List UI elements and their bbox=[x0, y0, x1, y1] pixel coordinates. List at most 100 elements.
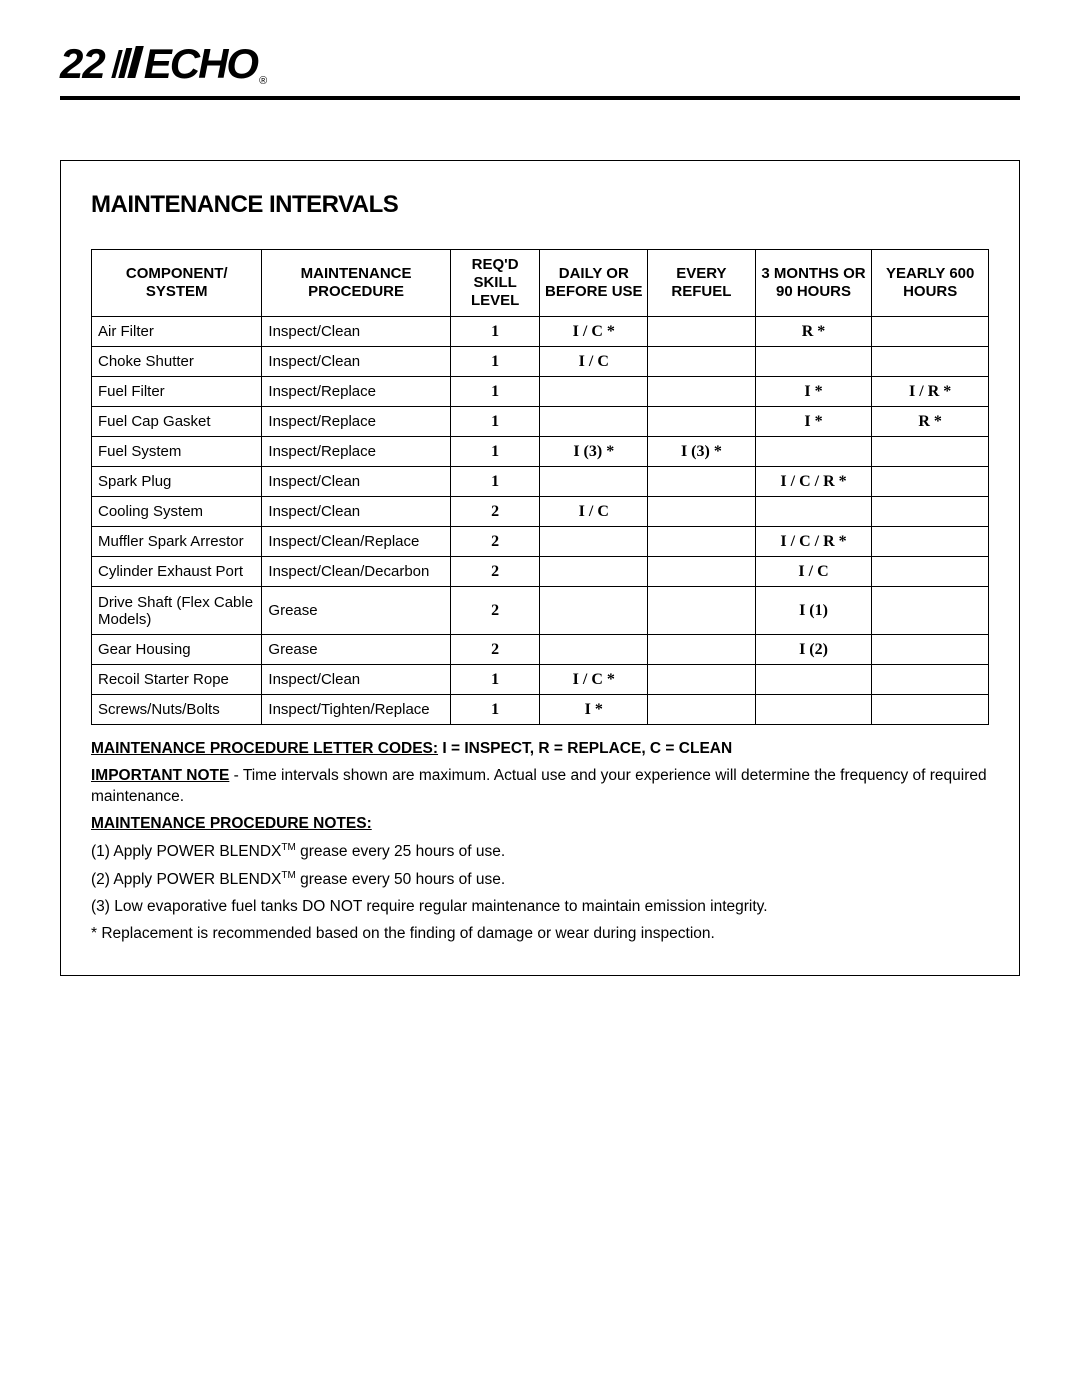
table-row: Screws/Nuts/BoltsInspect/Tighten/Replace… bbox=[92, 695, 989, 725]
td-three-months bbox=[755, 437, 872, 467]
note-3: (3) Low evaporative fuel tanks DO NOT re… bbox=[91, 897, 989, 918]
table-row: Fuel SystemInspect/Replace1I (3) *I (3) … bbox=[92, 437, 989, 467]
td-three-months bbox=[755, 347, 872, 377]
codes-line: MAINTENANCE PROCEDURE LETTER CODES: I = … bbox=[91, 739, 989, 760]
echo-logo: ECHO ® bbox=[115, 40, 265, 88]
td-refuel bbox=[648, 695, 756, 725]
td-procedure: Inspect/Clean bbox=[262, 665, 450, 695]
td-daily bbox=[540, 527, 648, 557]
td-component: Choke Shutter bbox=[92, 347, 262, 377]
td-skill: 1 bbox=[450, 467, 540, 497]
table-row: Drive Shaft (Flex Cable Models)Grease2I … bbox=[92, 587, 989, 635]
td-three-months bbox=[755, 497, 872, 527]
td-yearly bbox=[872, 635, 989, 665]
td-three-months: I / C / R * bbox=[755, 527, 872, 557]
important-note: IMPORTANT NOTE - Time intervals shown ar… bbox=[91, 766, 989, 808]
td-daily bbox=[540, 557, 648, 587]
td-daily bbox=[540, 467, 648, 497]
table-row: Spark PlugInspect/Clean1I / C / R * bbox=[92, 467, 989, 497]
td-daily: I * bbox=[540, 695, 648, 725]
td-skill: 1 bbox=[450, 695, 540, 725]
td-component: Cooling System bbox=[92, 497, 262, 527]
td-procedure: Inspect/Clean bbox=[262, 317, 450, 347]
td-procedure: Inspect/Clean bbox=[262, 347, 450, 377]
td-yearly bbox=[872, 557, 989, 587]
logo-bars-icon bbox=[108, 40, 148, 88]
header-divider bbox=[60, 96, 1020, 100]
note-1: (1) Apply POWER BLENDXTM grease every 25… bbox=[91, 841, 989, 863]
note-1b: grease every 25 hours of use. bbox=[296, 843, 505, 860]
td-component: Fuel Cap Gasket bbox=[92, 407, 262, 437]
td-refuel bbox=[648, 407, 756, 437]
content-box: MAINTENANCE INTERVALS COMPONENT/ SYSTEM … bbox=[60, 160, 1020, 976]
table-row: Gear HousingGrease2I (2) bbox=[92, 635, 989, 665]
td-daily: I / C bbox=[540, 497, 648, 527]
note-2b: grease every 50 hours of use. bbox=[296, 871, 505, 888]
td-skill: 1 bbox=[450, 437, 540, 467]
td-refuel bbox=[648, 317, 756, 347]
note-1-sup: TM bbox=[281, 842, 295, 853]
logo-registered: ® bbox=[259, 75, 265, 87]
proc-notes-label: MAINTENANCE PROCEDURE NOTES: bbox=[91, 815, 372, 832]
td-yearly bbox=[872, 347, 989, 377]
td-yearly bbox=[872, 467, 989, 497]
td-component: Cylinder Exhaust Port bbox=[92, 557, 262, 587]
td-three-months: I * bbox=[755, 377, 872, 407]
td-procedure: Inspect/Replace bbox=[262, 407, 450, 437]
td-skill: 1 bbox=[450, 347, 540, 377]
table-row: Choke ShutterInspect/Clean1I / C bbox=[92, 347, 989, 377]
table-row: Recoil Starter RopeInspect/Clean1I / C * bbox=[92, 665, 989, 695]
td-three-months: I (2) bbox=[755, 635, 872, 665]
td-procedure: Grease bbox=[262, 635, 450, 665]
td-yearly bbox=[872, 695, 989, 725]
td-refuel: I (3) * bbox=[648, 437, 756, 467]
td-three-months: I / C bbox=[755, 557, 872, 587]
td-component: Fuel System bbox=[92, 437, 262, 467]
th-skill: REQ'D SKILL LEVEL bbox=[450, 250, 540, 317]
td-three-months: R * bbox=[755, 317, 872, 347]
important-label: IMPORTANT NOTE bbox=[91, 767, 229, 784]
table-header-row: COMPONENT/ SYSTEM MAINTENANCE PROCEDURE … bbox=[92, 250, 989, 317]
td-daily: I / C bbox=[540, 347, 648, 377]
td-component: Fuel Filter bbox=[92, 377, 262, 407]
td-yearly bbox=[872, 437, 989, 467]
td-component: Recoil Starter Rope bbox=[92, 665, 262, 695]
td-daily bbox=[540, 635, 648, 665]
td-procedure: Inspect/Clean/Replace bbox=[262, 527, 450, 557]
td-refuel bbox=[648, 347, 756, 377]
td-skill: 2 bbox=[450, 497, 540, 527]
table-body: Air FilterInspect/Clean1I / C *R *Choke … bbox=[92, 317, 989, 725]
td-refuel bbox=[648, 587, 756, 635]
th-refuel: EVERY REFUEL bbox=[648, 250, 756, 317]
td-refuel bbox=[648, 497, 756, 527]
td-skill: 2 bbox=[450, 557, 540, 587]
td-skill: 2 bbox=[450, 587, 540, 635]
td-daily bbox=[540, 377, 648, 407]
td-component: Spark Plug bbox=[92, 467, 262, 497]
note-2-sup: TM bbox=[281, 870, 295, 881]
page-number: 22 bbox=[60, 40, 105, 88]
table-row: Fuel FilterInspect/Replace1I *I / R * bbox=[92, 377, 989, 407]
td-refuel bbox=[648, 557, 756, 587]
td-three-months bbox=[755, 665, 872, 695]
td-component: Drive Shaft (Flex Cable Models) bbox=[92, 587, 262, 635]
page-header: 22 ECHO ® bbox=[60, 40, 1020, 88]
table-row: Muffler Spark ArrestorInspect/Clean/Repl… bbox=[92, 527, 989, 557]
td-procedure: Inspect/Clean bbox=[262, 467, 450, 497]
td-daily: I (3) * bbox=[540, 437, 648, 467]
td-refuel bbox=[648, 635, 756, 665]
codes-label: MAINTENANCE PROCEDURE LETTER CODES: bbox=[91, 740, 438, 757]
proc-notes-heading: MAINTENANCE PROCEDURE NOTES: bbox=[91, 814, 989, 835]
logo-text: ECHO bbox=[144, 40, 257, 88]
td-three-months bbox=[755, 695, 872, 725]
td-skill: 1 bbox=[450, 377, 540, 407]
td-daily bbox=[540, 587, 648, 635]
td-yearly bbox=[872, 665, 989, 695]
td-yearly: R * bbox=[872, 407, 989, 437]
td-procedure: Inspect/Clean bbox=[262, 497, 450, 527]
td-procedure: Inspect/Replace bbox=[262, 377, 450, 407]
td-refuel bbox=[648, 527, 756, 557]
td-refuel bbox=[648, 377, 756, 407]
td-daily: I / C * bbox=[540, 317, 648, 347]
td-procedure: Inspect/Clean/Decarbon bbox=[262, 557, 450, 587]
